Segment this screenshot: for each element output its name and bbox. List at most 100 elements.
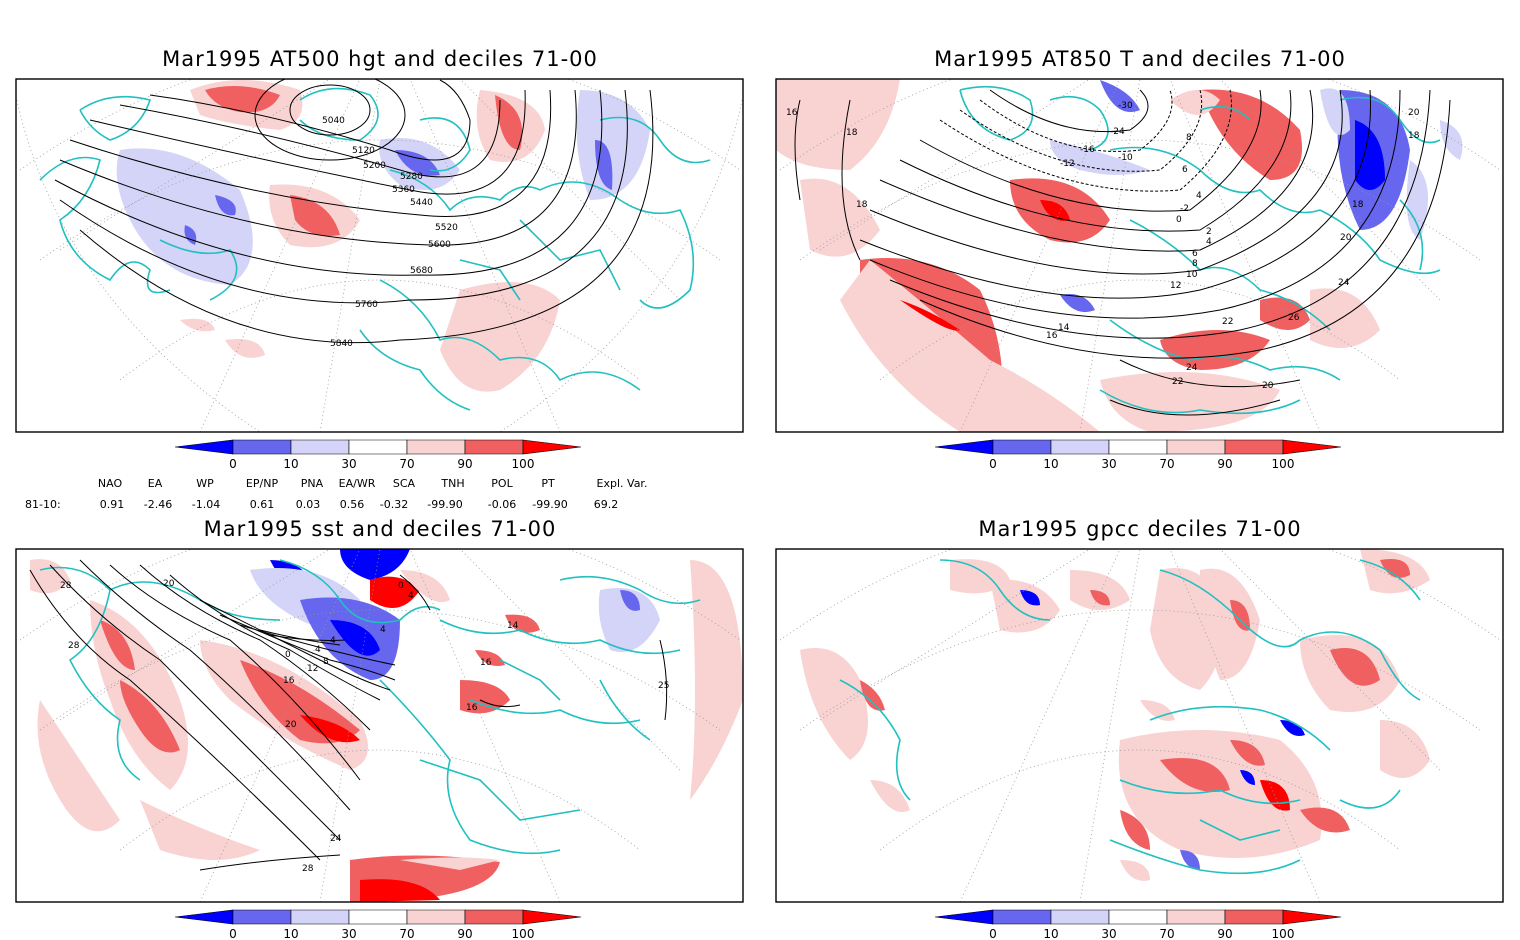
svg-text:5360: 5360	[392, 185, 415, 195]
index-value: 69.2	[594, 498, 619, 511]
svg-text:16: 16	[786, 108, 798, 118]
svg-text:2: 2	[1206, 227, 1212, 237]
colorbar-segment	[992, 909, 1052, 925]
svg-text:18: 18	[1408, 131, 1420, 141]
colorbar-segment	[522, 439, 582, 455]
svg-text:5280: 5280	[400, 172, 423, 182]
colorbar-tick-label: 0	[229, 457, 237, 471]
svg-text:4: 4	[1196, 191, 1202, 201]
svg-text:22: 22	[1172, 377, 1183, 387]
svg-text:14: 14	[507, 621, 519, 631]
colorbar-tick-label: 30	[1101, 927, 1116, 940]
svg-text:5680: 5680	[410, 266, 433, 276]
graticule-t850	[779, 79, 1501, 432]
map-panel-hgt: 5040 5120 5200 5280 5360 5440 5520 5600 …	[16, 79, 743, 432]
index-row-label: 81-10:	[25, 498, 61, 511]
svg-text:4: 4	[315, 645, 321, 655]
colorbar-segment	[290, 909, 350, 925]
index-header: NAO	[98, 477, 123, 490]
colorbar-tick-label: 90	[457, 457, 472, 471]
panel-title-gpcc: Mar1995 gpcc deciles 71-00	[978, 517, 1301, 541]
index-value: 0.61	[250, 498, 275, 511]
index-value: -99.90	[532, 498, 567, 511]
contour-labels-sst: 28 28 20 16 12 8 4 0 4 16 20 24 28 0 4 4…	[60, 579, 669, 874]
colorbar-tick-label: 100	[512, 457, 535, 471]
index-header: PNA	[301, 477, 324, 490]
svg-text:5200: 5200	[363, 161, 386, 171]
svg-text:12: 12	[1170, 281, 1181, 291]
svg-text:18: 18	[856, 200, 868, 210]
colorbar-segment	[290, 439, 350, 455]
contours-hgt	[54, 79, 654, 344]
colorbar-segment	[464, 439, 524, 455]
colorbar-segment	[1282, 439, 1342, 455]
colorbar-segment	[1108, 909, 1168, 925]
colorbar-tick-label: 30	[341, 927, 356, 940]
svg-text:28: 28	[302, 864, 314, 874]
map-frame-hgt	[15, 78, 744, 433]
index-value: 0.03	[296, 498, 321, 511]
svg-text:-12: -12	[1060, 159, 1075, 169]
svg-text:16: 16	[1046, 331, 1058, 341]
colorbar-segment	[232, 909, 292, 925]
colorbar-segment	[1224, 439, 1284, 455]
svg-text:5440: 5440	[410, 198, 433, 208]
colorbar-segment	[1166, 909, 1226, 925]
svg-text:6: 6	[1182, 165, 1188, 175]
map-frame-t850	[775, 78, 1504, 433]
colorbar-segment	[1050, 439, 1110, 455]
index-header: EA/WR	[339, 477, 376, 490]
svg-text:10: 10	[1186, 270, 1198, 280]
panel-title-sst: Mar1995 sst and deciles 71-00	[204, 517, 557, 541]
svg-text:5120: 5120	[352, 146, 375, 156]
colorbar-tick-label: 90	[457, 927, 472, 940]
svg-text:24: 24	[1338, 278, 1350, 288]
index-header: POL	[491, 477, 513, 490]
contours-t850	[794, 89, 1451, 416]
index-header: EP/NP	[246, 477, 279, 490]
colorbar-segment	[1224, 909, 1284, 925]
svg-text:-2: -2	[1180, 204, 1189, 214]
svg-text:0: 0	[1176, 215, 1182, 225]
map-frame-gpcc	[775, 548, 1504, 903]
contour-labels-t850: 16 18 18 20 24 26 22 24 22 20 18 16 14 1…	[786, 101, 1420, 391]
svg-text:16: 16	[480, 658, 492, 668]
teleconnection-indices: NAO EA WP EP/NP PNA EA/WR SCA TNH POL PT…	[25, 477, 647, 511]
index-header: TNH	[440, 477, 464, 490]
svg-text:0: 0	[285, 650, 291, 660]
index-value: -99.90	[427, 498, 462, 511]
colorbar-tick-label: 90	[1217, 927, 1232, 940]
index-value: 0.91	[100, 498, 125, 511]
colorbar-tick-label: 0	[229, 927, 237, 940]
svg-text:5600: 5600	[428, 240, 451, 250]
svg-text:4: 4	[330, 636, 336, 646]
index-value: -0.06	[488, 498, 516, 511]
index-value: -2.46	[144, 498, 172, 511]
colorbar-segment	[406, 439, 466, 455]
colorbar-segment	[406, 909, 466, 925]
panel-title-hgt: Mar1995 AT500 hgt and deciles 71-00	[162, 47, 598, 71]
svg-text:0: 0	[398, 581, 404, 591]
svg-text:-30: -30	[1118, 101, 1133, 111]
coastlines-gpcc	[839, 559, 1421, 875]
svg-text:20: 20	[1340, 233, 1352, 243]
colorbar-tick-label: 70	[399, 457, 414, 471]
svg-text:12: 12	[307, 664, 318, 674]
svg-text:26: 26	[1288, 313, 1300, 323]
colorbar-segment	[174, 909, 234, 925]
colorbar-segment	[934, 909, 994, 925]
colorbar-tick-label: 10	[1043, 457, 1058, 471]
index-header: PT	[541, 477, 555, 490]
colorbar-tick-label: 10	[283, 457, 298, 471]
svg-text:6: 6	[1192, 249, 1198, 259]
graticule-gpcc	[779, 549, 1501, 902]
colorbar-tick-label: 100	[1272, 457, 1295, 471]
decile-shading-hgt	[116, 80, 650, 392]
colorbar-segment	[1166, 439, 1226, 455]
colorbar-tick-label: 90	[1217, 457, 1232, 471]
svg-text:14: 14	[1058, 323, 1070, 333]
svg-text:24: 24	[1186, 363, 1198, 373]
colorbar-tick-label: 10	[283, 927, 298, 940]
colorbar-tick-label: 0	[989, 927, 997, 940]
